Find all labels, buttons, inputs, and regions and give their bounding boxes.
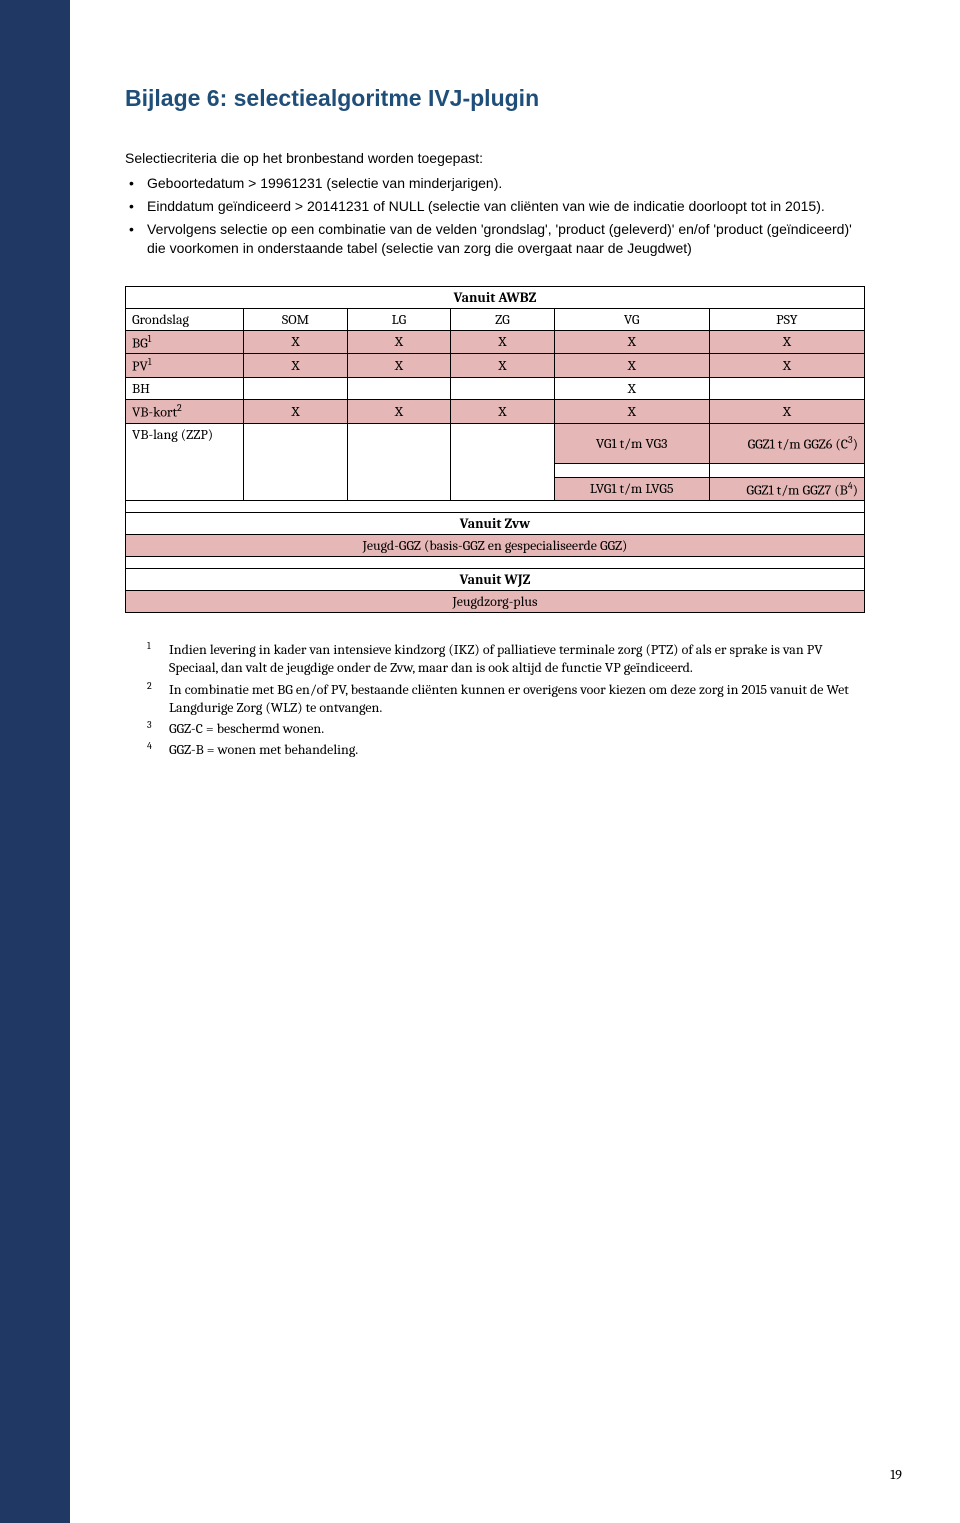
cell: X xyxy=(451,399,554,423)
cell: X xyxy=(451,330,554,354)
footnotes: 1 Indien levering in kader van intensiev… xyxy=(147,641,865,759)
criteria-item: Vervolgens selectie op een combinatie va… xyxy=(125,220,865,258)
selection-table: Vanuit AWBZ Grondslag SOM LG ZG VG PSY B… xyxy=(125,286,865,614)
left-sidebar xyxy=(0,0,70,1523)
row-label: VB-lang (ZZP) xyxy=(126,423,244,501)
cell: X xyxy=(709,399,864,423)
row-label: BG1 xyxy=(126,330,244,354)
table-column-row: Grondslag SOM LG ZG VG PSY xyxy=(126,308,865,330)
criteria-item: Geboortedatum > 19961231 (selectie van m… xyxy=(125,174,865,193)
row-label: BH xyxy=(126,377,244,399)
footnote-num: 1 xyxy=(147,640,169,676)
criteria-list: Geboortedatum > 19961231 (selectie van m… xyxy=(125,174,865,258)
page-number: 19 xyxy=(890,1466,902,1483)
col-header: Grondslag xyxy=(126,308,244,330)
row-label: PV1 xyxy=(126,354,244,378)
footnote: 2 In combinatie met BG en/of PV, bestaan… xyxy=(147,681,865,717)
col-header: VG xyxy=(554,308,709,330)
footnote: 3 GGZ-C = beschermd wonen. xyxy=(147,720,865,738)
table-header-zvw: Vanuit Zvw xyxy=(126,513,865,535)
header-cell: Vanuit AWBZ xyxy=(126,286,865,308)
table-row: PV1 X X X X X xyxy=(126,354,865,378)
table-row-zvw: Jeugd-GGZ (basis-GGZ en gespecialiseerde… xyxy=(126,535,865,557)
col-header: PSY xyxy=(709,308,864,330)
cell: X xyxy=(554,354,709,378)
intro-text: Selectiecriteria die op het bronbestand … xyxy=(125,150,865,166)
col-header: ZG xyxy=(451,308,554,330)
footnote-text: Indien levering in kader van intensieve … xyxy=(169,641,865,677)
footnote-num: 3 xyxy=(147,719,169,737)
cell: X xyxy=(451,354,554,378)
cell xyxy=(347,377,450,399)
cell xyxy=(554,463,709,477)
footnote-num: 4 xyxy=(147,740,169,758)
table-wrapper: Vanuit AWBZ Grondslag SOM LG ZG VG PSY B… xyxy=(125,286,865,614)
cell: X xyxy=(347,330,450,354)
footnote-text: GGZ-B = wonen met behandeling. xyxy=(169,741,865,759)
cell xyxy=(451,377,554,399)
cell xyxy=(709,377,864,399)
cell xyxy=(244,423,347,501)
cell: X xyxy=(709,354,864,378)
cell: X xyxy=(244,330,347,354)
cell: X xyxy=(554,377,709,399)
table-row: VB-kort2 X X X X X xyxy=(126,399,865,423)
cell: Jeugd-GGZ (basis-GGZ en gespecialiseerde… xyxy=(126,535,865,557)
criteria-item: Einddatum geïndiceerd > 20141231 of NULL… xyxy=(125,197,865,216)
table-row: BH X xyxy=(126,377,865,399)
page-title: Bijlage 6: selectiealgoritme IVJ-plugin xyxy=(125,85,865,112)
cell: X xyxy=(347,399,450,423)
cell xyxy=(347,423,450,501)
cell: LVG1 t/m LVG5 xyxy=(554,477,709,501)
page-content: Bijlage 6: selectiealgoritme IVJ-plugin … xyxy=(125,85,865,762)
cell: GGZ1 t/m GGZ7 (B4) xyxy=(709,477,864,501)
table-row-vblang: VB-lang (ZZP) VG1 t/m VG3 GGZ1 t/m GGZ6 … xyxy=(126,423,865,463)
header-cell: Vanuit WJZ xyxy=(126,569,865,591)
table-gap xyxy=(126,501,865,513)
table-row-wjz: Jeugdzorg-plus xyxy=(126,591,865,613)
footnote: 4 GGZ-B = wonen met behandeling. xyxy=(147,741,865,759)
table-row: BG1 X X X X X xyxy=(126,330,865,354)
cell xyxy=(709,463,864,477)
cell: X xyxy=(554,330,709,354)
footnote-text: GGZ-C = beschermd wonen. xyxy=(169,720,865,738)
col-header: LG xyxy=(347,308,450,330)
footnote-text: In combinatie met BG en/of PV, bestaande… xyxy=(169,681,865,717)
table-gap xyxy=(126,557,865,569)
table-header-awbz: Vanuit AWBZ xyxy=(126,286,865,308)
cell: Jeugdzorg-plus xyxy=(126,591,865,613)
cell xyxy=(244,377,347,399)
col-header: SOM xyxy=(244,308,347,330)
cell: VG1 t/m VG3 xyxy=(554,423,709,463)
cell: X xyxy=(244,354,347,378)
footnote: 1 Indien levering in kader van intensiev… xyxy=(147,641,865,677)
cell: X xyxy=(554,399,709,423)
table-header-wjz: Vanuit WJZ xyxy=(126,569,865,591)
cell: X xyxy=(709,330,864,354)
footnote-num: 2 xyxy=(147,680,169,716)
cell xyxy=(451,423,554,501)
cell: X xyxy=(244,399,347,423)
header-cell: Vanuit Zvw xyxy=(126,513,865,535)
row-label: VB-kort2 xyxy=(126,399,244,423)
cell: GGZ1 t/m GGZ6 (C3) xyxy=(709,423,864,463)
cell: X xyxy=(347,354,450,378)
